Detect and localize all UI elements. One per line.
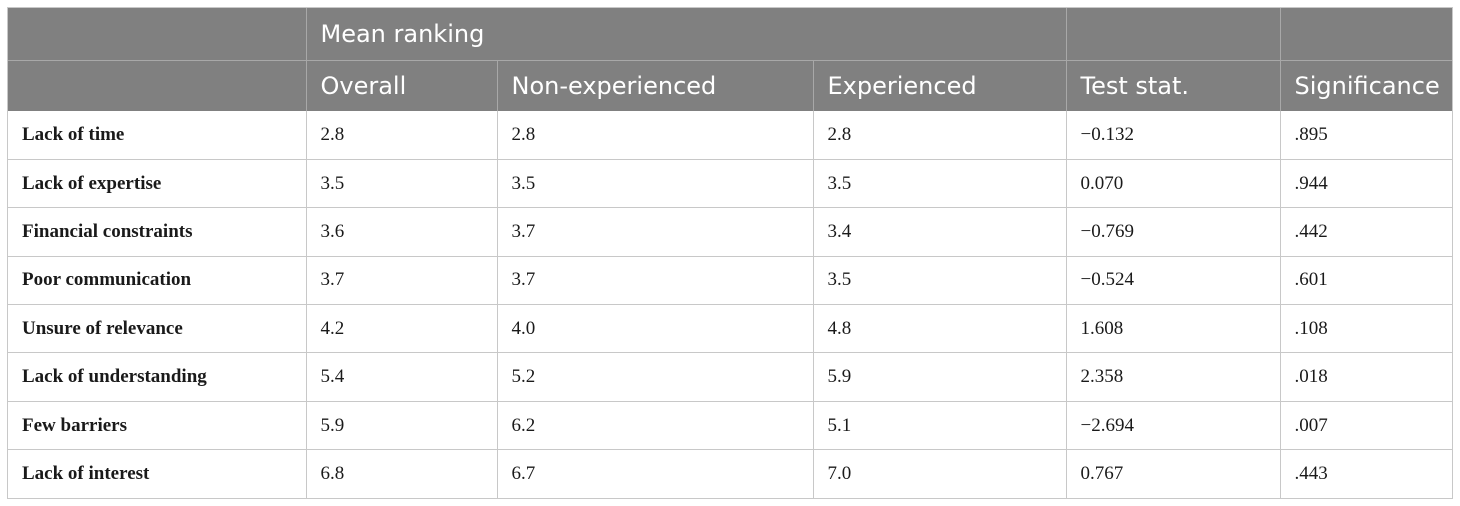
experienced-value: 2.8 bbox=[812, 111, 1066, 160]
barrier-label: Lack of understanding bbox=[8, 352, 306, 402]
significance-value: .442 bbox=[1279, 207, 1452, 257]
barrier-label: Lack of interest bbox=[8, 449, 306, 498]
significance-value: .944 bbox=[1279, 158, 1452, 208]
overall-value: 5.9 bbox=[305, 400, 497, 450]
table-row: Lack of expertise 3.5 3.5 3.5 0.070.944 bbox=[8, 158, 1452, 208]
non-experienced-value: 6.7 bbox=[496, 449, 813, 498]
overall-value: 3.6 bbox=[305, 207, 497, 257]
header-row-columns: Overall Non-experienced Experienced Test… bbox=[8, 60, 1452, 111]
non-experienced-value: 4.0 bbox=[496, 304, 813, 353]
significance-value: .443 bbox=[1279, 449, 1452, 498]
barrier-label: Poor communication bbox=[8, 255, 306, 305]
experienced-value: 3.4 bbox=[812, 207, 1066, 257]
table-row: Lack of understanding 5.4 5.2 5.9 2.358.018 bbox=[8, 352, 1452, 402]
table-row: Financial constraints 3.6 3.7 3.4 −0.769.442 bbox=[8, 207, 1452, 257]
table-row: Unsure of relevance 4.2 4.0 4.8 1.608.108 bbox=[8, 304, 1452, 353]
barrier-label: Unsure of relevance bbox=[8, 304, 306, 353]
header-test-stat: Test stat. bbox=[1065, 60, 1280, 111]
overall-value: 3.5 bbox=[305, 158, 497, 208]
test-stat-value: −0.132 bbox=[1065, 111, 1280, 160]
overall-value: 6.8 bbox=[305, 449, 497, 498]
non-experienced-value: 6.2 bbox=[496, 400, 813, 450]
significance-value: .895 bbox=[1279, 111, 1452, 160]
barrier-label: Financial constraints bbox=[8, 207, 306, 257]
test-stat-value: 0.070 bbox=[1065, 158, 1280, 208]
test-stat-value: 1.608 bbox=[1065, 304, 1280, 353]
significance-value: .601 bbox=[1279, 255, 1452, 305]
mean-ranking-table: Mean ranking Overall Non-experienced Exp… bbox=[8, 8, 1452, 498]
significance-value: .108 bbox=[1279, 304, 1452, 353]
table-row: Lack of interest 6.8 6.7 7.0 0.767.443 bbox=[8, 449, 1452, 498]
header-row-group: Mean ranking bbox=[8, 8, 1452, 61]
barrier-label: Lack of time bbox=[22, 123, 125, 145]
barrier-label: Lack of expertise bbox=[8, 158, 306, 208]
overall-value: 2.8 bbox=[305, 111, 497, 160]
header-overall: Overall bbox=[305, 60, 497, 111]
barrier-label: Few barriers bbox=[8, 400, 306, 450]
experienced-value: 3.5 bbox=[812, 158, 1066, 208]
header-empty-label bbox=[8, 60, 306, 111]
results-table-container: Mean ranking Overall Non-experienced Exp… bbox=[7, 7, 1453, 499]
header-empty-corner bbox=[8, 8, 306, 61]
table-body: Lack of time 2.8 2.8 2.8 −0.132.895 Lack of e… bbox=[8, 111, 1452, 498]
test-stat-value: 2.358 bbox=[1065, 352, 1280, 402]
experienced-value: 5.9 bbox=[812, 352, 1066, 402]
non-experienced-value: 3.7 bbox=[496, 207, 813, 257]
non-experienced-value: 5.2 bbox=[496, 352, 813, 402]
overall-value: 5.4 bbox=[305, 352, 497, 402]
experienced-value: 4.8 bbox=[812, 304, 1066, 353]
table-row: Few barriers 5.9 6.2 5.1 −2.694.007 bbox=[8, 400, 1452, 450]
header-experienced: Experienced bbox=[812, 60, 1066, 111]
significance-value: .018 bbox=[1279, 352, 1452, 402]
experienced-value: 7.0 bbox=[812, 449, 1066, 498]
header-empty-significance bbox=[1279, 8, 1452, 61]
non-experienced-value: 3.5 bbox=[496, 158, 813, 208]
header-non-experienced: Non-experienced bbox=[496, 60, 813, 111]
test-stat-value: −0.769 bbox=[1065, 207, 1280, 257]
test-stat-value: −0.524 bbox=[1065, 255, 1280, 305]
header-significance: Significance bbox=[1279, 60, 1452, 111]
table-row: Lack of time 2.8 2.8 2.8 −0.132.895 bbox=[8, 111, 1452, 160]
overall-value: 3.7 bbox=[305, 255, 497, 305]
significance-value: .007 bbox=[1279, 400, 1452, 450]
header-mean-ranking: Mean ranking bbox=[305, 8, 1066, 61]
non-experienced-value: 2.8 bbox=[496, 111, 813, 160]
experienced-value: 5.1 bbox=[812, 400, 1066, 450]
overall-value: 4.2 bbox=[305, 304, 497, 353]
non-experienced-value: 3.7 bbox=[496, 255, 813, 305]
table-row: Poor communication 3.7 3.7 3.5 −0.524.601 bbox=[8, 255, 1452, 305]
test-stat-value: −2.694 bbox=[1065, 400, 1280, 450]
test-stat-value: 0.767 bbox=[1065, 449, 1280, 498]
header-empty-test-stat bbox=[1065, 8, 1280, 61]
experienced-value: 3.5 bbox=[812, 255, 1066, 305]
